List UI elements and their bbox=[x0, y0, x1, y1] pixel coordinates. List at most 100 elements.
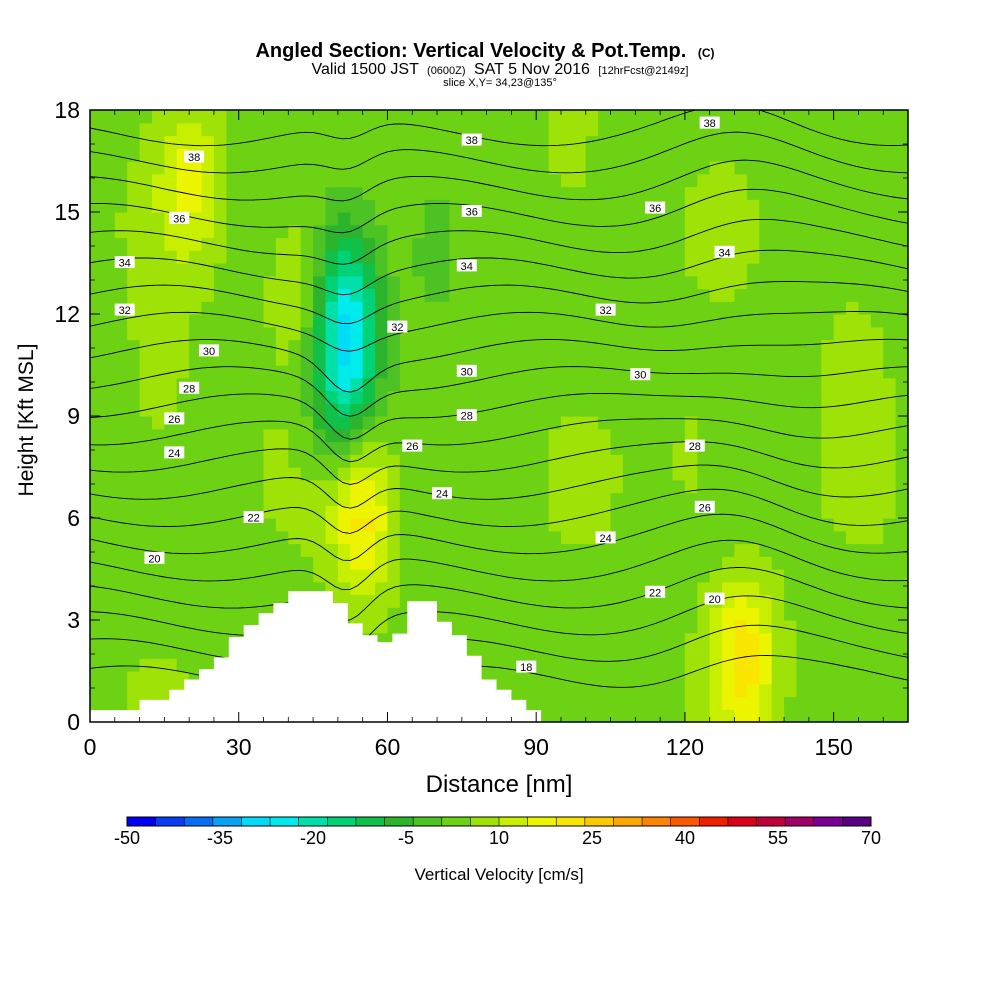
velocity-cell bbox=[808, 530, 822, 545]
velocity-cell bbox=[808, 288, 822, 302]
velocity-cell bbox=[833, 301, 847, 315]
velocity-cell bbox=[895, 441, 908, 455]
velocity-cell bbox=[213, 148, 227, 162]
velocity-cell bbox=[288, 148, 302, 162]
velocity-cell bbox=[746, 709, 760, 722]
velocity-cell bbox=[684, 301, 698, 315]
velocity-cell bbox=[647, 352, 661, 366]
velocity-cell bbox=[846, 658, 860, 672]
velocity-cell bbox=[238, 403, 252, 417]
velocity-cell bbox=[151, 352, 165, 366]
velocity-cell bbox=[499, 671, 512, 685]
velocity-cell bbox=[238, 607, 252, 621]
velocity-cell bbox=[746, 339, 760, 353]
velocity-cell bbox=[176, 275, 190, 290]
velocity-cell bbox=[90, 275, 103, 290]
velocity-cell bbox=[151, 645, 165, 659]
velocity-cell bbox=[375, 441, 389, 455]
velocity-cell bbox=[808, 403, 822, 417]
velocity-cell bbox=[325, 212, 339, 226]
velocity-cell bbox=[697, 288, 711, 302]
velocity-cell bbox=[598, 671, 612, 685]
velocity-cell bbox=[102, 441, 116, 455]
velocity-cell bbox=[486, 543, 500, 557]
velocity-cell bbox=[474, 263, 488, 277]
velocity-cell bbox=[189, 607, 203, 621]
velocity-cell bbox=[424, 365, 438, 379]
velocity-cell bbox=[375, 594, 389, 608]
velocity-cell bbox=[139, 632, 153, 647]
velocity-cell bbox=[722, 492, 736, 506]
colorbar-label: Vertical Velocity [cm/s] bbox=[414, 865, 583, 884]
velocity-cell bbox=[883, 543, 897, 557]
velocity-cell bbox=[709, 326, 723, 341]
velocity-cell bbox=[486, 212, 500, 226]
velocity-cell bbox=[895, 186, 908, 200]
velocity-cell bbox=[201, 403, 215, 417]
velocity-cell bbox=[461, 301, 475, 315]
velocity-cell bbox=[300, 365, 314, 379]
velocity-cell bbox=[536, 275, 550, 290]
velocity-cell bbox=[151, 365, 165, 379]
velocity-cell bbox=[251, 416, 265, 430]
velocity-cell bbox=[697, 518, 711, 532]
velocity-cell bbox=[238, 301, 252, 315]
velocity-cell bbox=[449, 441, 463, 455]
velocity-cell bbox=[635, 454, 649, 468]
velocity-cell bbox=[709, 454, 723, 468]
velocity-cell bbox=[784, 237, 798, 251]
velocity-cell bbox=[511, 632, 525, 647]
colorbar-swatch bbox=[241, 817, 271, 826]
velocity-cell bbox=[263, 224, 277, 239]
velocity-cell bbox=[523, 645, 537, 659]
velocity-cell bbox=[722, 301, 736, 315]
velocity-cell bbox=[449, 620, 463, 634]
velocity-cell bbox=[536, 530, 550, 545]
velocity-cell bbox=[883, 161, 897, 175]
velocity-cell bbox=[759, 581, 773, 596]
velocity-cell bbox=[263, 454, 277, 468]
velocity-cell bbox=[511, 224, 525, 239]
velocity-cell bbox=[300, 467, 314, 481]
velocity-cell bbox=[746, 224, 760, 239]
velocity-cell bbox=[437, 173, 451, 188]
velocity-cell bbox=[883, 492, 897, 506]
svg-text:18: 18 bbox=[520, 662, 532, 674]
velocity-cell bbox=[226, 352, 240, 366]
velocity-cell bbox=[821, 441, 835, 455]
velocity-cell bbox=[746, 479, 760, 494]
velocity-cell bbox=[833, 581, 847, 596]
svg-text:32: 32 bbox=[599, 305, 611, 317]
velocity-cell bbox=[201, 275, 215, 290]
velocity-cell bbox=[784, 403, 798, 417]
velocity-cell bbox=[251, 263, 265, 277]
velocity-cell bbox=[275, 518, 289, 532]
velocity-cell bbox=[895, 199, 908, 213]
velocity-cell bbox=[697, 352, 711, 366]
velocity-cell bbox=[536, 326, 550, 341]
velocity-cell bbox=[895, 212, 908, 226]
velocity-cell bbox=[226, 441, 240, 455]
velocity-cell bbox=[622, 428, 636, 443]
velocity-cell bbox=[114, 416, 128, 430]
velocity-cell bbox=[821, 607, 835, 621]
velocity-cell bbox=[213, 607, 227, 621]
velocity-cell bbox=[585, 314, 599, 328]
velocity-cell bbox=[610, 594, 624, 608]
velocity-cell bbox=[734, 658, 748, 672]
velocity-cell bbox=[771, 377, 785, 392]
velocity-cell bbox=[375, 479, 389, 494]
velocity-cell bbox=[585, 530, 599, 545]
velocity-cell bbox=[127, 428, 141, 443]
velocity-cell bbox=[375, 454, 389, 468]
velocity-cell bbox=[660, 594, 674, 608]
velocity-cell bbox=[337, 479, 351, 494]
velocity-cell bbox=[796, 518, 810, 532]
velocity-cell bbox=[486, 377, 500, 392]
velocity-cell bbox=[635, 224, 649, 239]
velocity-cell bbox=[895, 275, 908, 290]
velocity-cell bbox=[449, 186, 463, 200]
velocity-cell bbox=[697, 186, 711, 200]
velocity-cell bbox=[449, 288, 463, 302]
velocity-cell bbox=[870, 224, 884, 239]
